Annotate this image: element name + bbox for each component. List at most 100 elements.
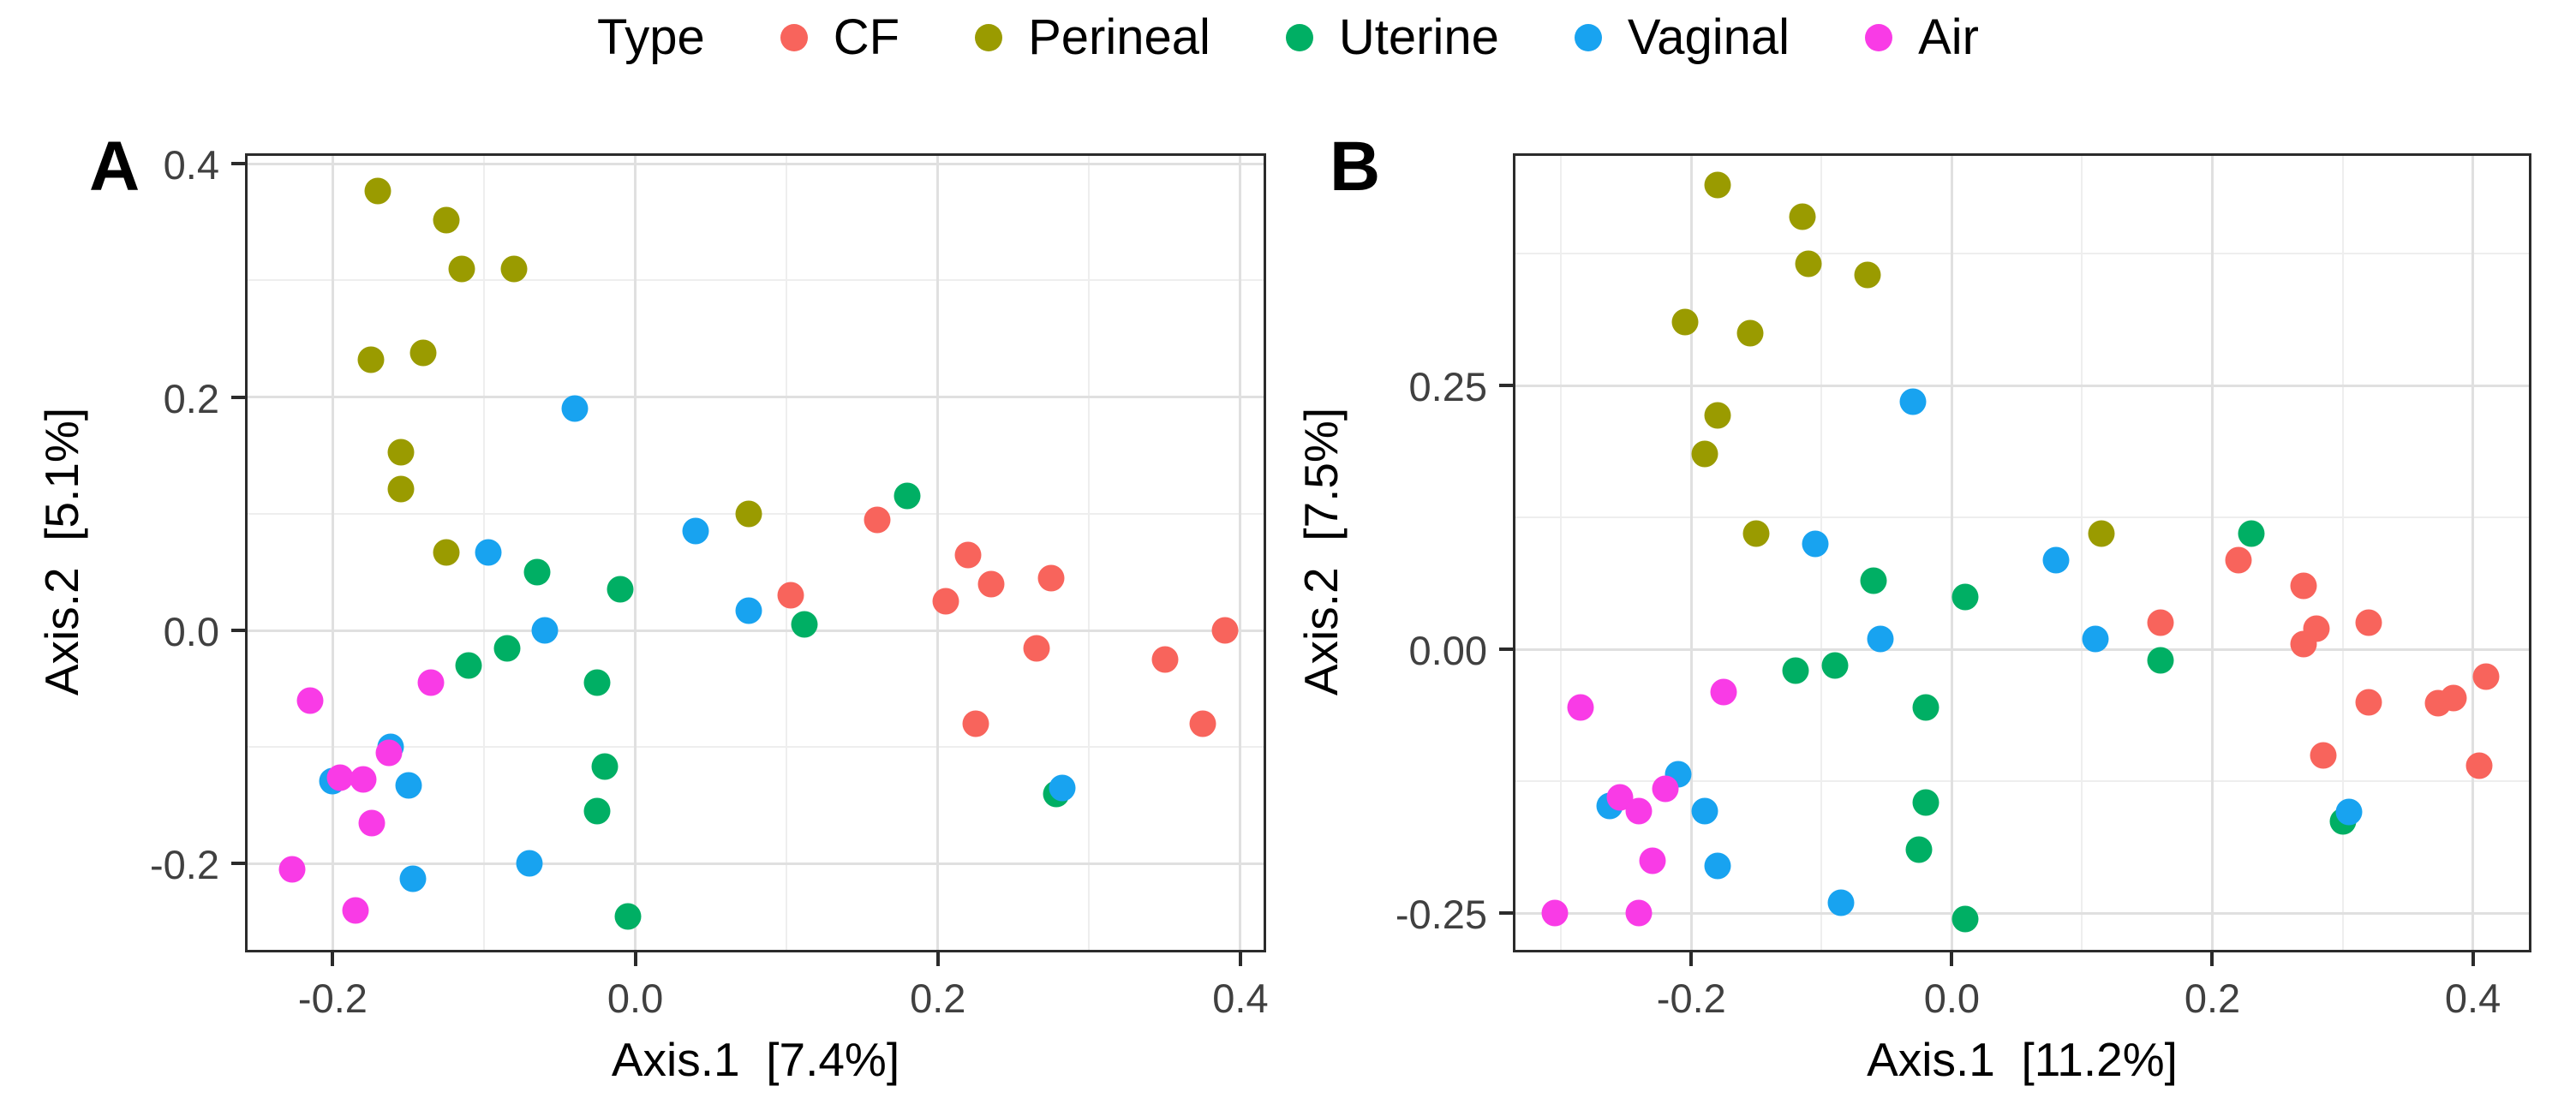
x-tick-label: 0.4 [2444,976,2501,1021]
plot-panel-B [1513,153,2531,952]
minor-gridline-y [248,746,1264,749]
x-tick-label: 0.4 [1212,976,1269,1021]
data-point [1905,836,1933,863]
data-point [864,506,891,534]
data-point [417,669,445,696]
data-point [735,500,762,528]
x-axis-tick [331,952,335,966]
data-point [1652,775,1679,803]
data-point [1541,899,1569,927]
data-point [1951,583,1979,611]
data-point [475,539,502,566]
data-point [1704,171,1731,199]
data-point [682,517,709,545]
legend-item-vaginal: Vaginal [1574,9,1790,66]
plot-panel-A [245,153,1266,952]
data-point [932,588,959,615]
data-point [614,903,642,930]
y-tick-label: -0.25 [1395,892,1487,938]
data-point [1854,261,1881,289]
y-axis-tick [231,162,245,166]
data-point [1691,797,1718,825]
x-axis-tick [633,952,637,966]
legend-item-label: Uterine [1338,9,1499,65]
y-tick-label: 0.25 [1408,364,1487,410]
data-point [2290,630,2317,658]
cf-color-dot-icon [780,23,808,51]
data-point [357,346,385,373]
data-point [2310,742,2337,769]
data-point [583,669,611,696]
data-point [516,850,543,877]
data-point [1867,625,1894,653]
data-point [1710,678,1737,706]
minor-gridline-x [786,156,788,950]
data-point [433,539,460,566]
major-gridline-x [1950,156,1953,950]
data-point [2335,798,2363,826]
x-axis-tick [1689,952,1694,966]
minor-gridline-y [1515,780,2529,783]
data-point [735,597,762,624]
major-gridline-y [248,862,1264,865]
y-axis-title: Axis.2 [7.5%] [1294,407,1348,695]
data-point [326,764,354,791]
panel-label-B: B [1330,128,1381,206]
minor-gridline-y [248,279,1264,282]
major-gridline-x [1239,156,1242,950]
x-axis-tick [2210,952,2214,966]
panel-label-A: A [89,128,140,206]
major-gridline-y [1515,648,2529,651]
data-point [561,395,589,422]
data-point [1151,646,1179,673]
data-point [1736,319,1764,347]
y-axis-tick [1499,911,1513,916]
data-point [1912,789,1939,816]
data-point [448,255,475,283]
uterine-color-dot-icon [1285,23,1313,51]
data-point [1742,520,1770,547]
legend-item-uterine: Uterine [1285,9,1499,66]
legend-item-air: Air [1865,9,1979,66]
data-point [1211,617,1239,644]
data-point [1795,250,1822,278]
data-point [1567,694,1594,721]
data-point [358,809,386,837]
data-point [1671,308,1699,336]
legend-item-label: Perineal [1028,9,1210,65]
data-point [2082,625,2109,653]
major-gridline-y [248,629,1264,632]
y-tick-label: 0.0 [163,609,219,655]
data-point [1704,402,1731,429]
data-point [500,255,528,283]
data-point [1691,440,1718,468]
legend: Type CF Perineal Uterine Vaginal Air [0,9,2576,66]
data-point [1951,905,1979,933]
data-point [2147,647,2174,674]
data-point [364,177,391,205]
data-point [1639,847,1666,874]
x-tick-label: 0.0 [607,976,664,1021]
major-gridline-y [1515,911,2529,915]
legend-item-cf: CF [780,9,900,66]
y-axis-tick [1499,648,1513,652]
y-tick-label: 0.4 [163,142,219,188]
data-point [1023,635,1050,661]
x-axis-tick [935,952,940,966]
data-point [1189,710,1216,737]
data-point [2355,689,2382,716]
data-point [387,475,415,503]
legend-title: Type [597,9,705,65]
x-tick-label: 0.0 [1923,976,1981,1021]
data-point [1827,889,1855,916]
data-point [399,865,427,892]
x-axis-title: Axis.1 [11.2%] [1867,1033,2178,1086]
data-point [2290,572,2317,600]
data-point [962,710,989,737]
data-point [607,576,634,603]
data-point [1899,388,1927,415]
data-point [2440,684,2467,712]
minor-gridline-y [1515,253,2529,255]
data-point [954,541,982,569]
